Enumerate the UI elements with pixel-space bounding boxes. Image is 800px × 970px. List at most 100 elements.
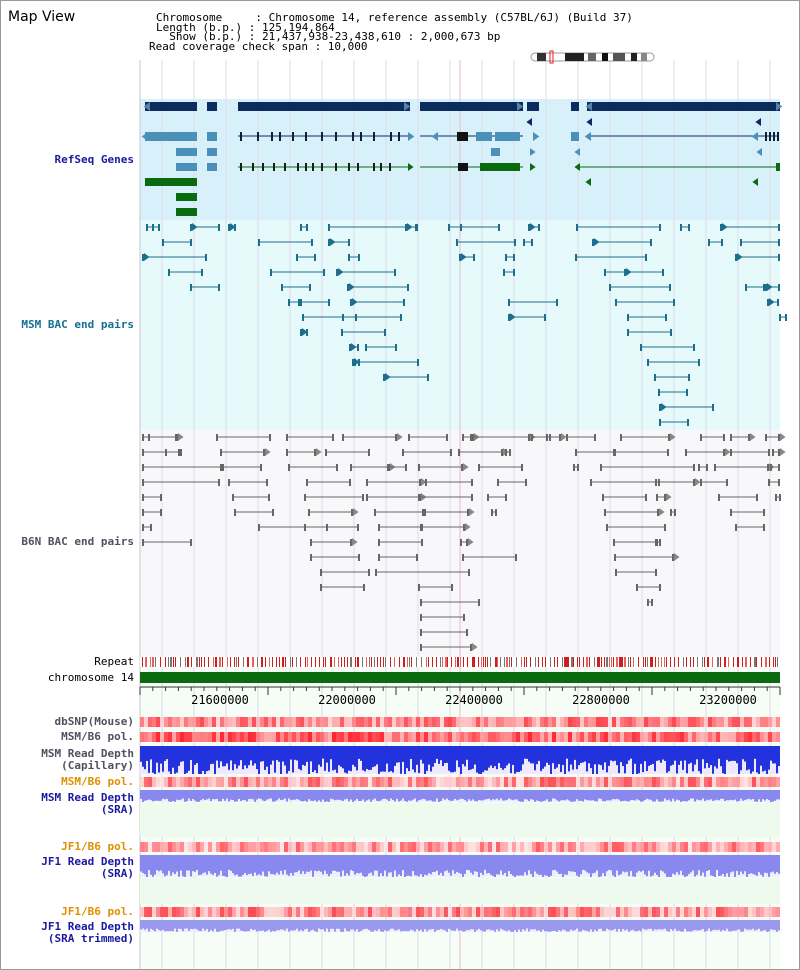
bac-end-right [358,254,360,261]
b6n-bac-track[interactable] [142,433,786,651]
msm-b6-pol-2-heat-cell [272,777,276,787]
msm-b6-pol-heat-cell [584,732,588,742]
msm-sra-depth-bar [584,790,586,800]
jf1-trimmed-depth-bar [342,920,344,932]
msm-capillary-depth-bar [140,746,142,762]
msm-capillary-depth-bar [714,746,716,767]
track-label-msm-read-depth-capillary[interactable]: MSM Read Depth [41,747,134,760]
msm-sra-depth-bar [734,790,736,800]
msm-sra-depth-bar [680,790,682,802]
jf1-trimmed-depth-bar [526,920,528,929]
track-label-jf1-b6-pol-1[interactable]: JF1/B6 pol. [61,840,134,853]
msm-capillary-depth-bar [748,746,750,770]
bac-end-right [723,449,725,456]
msm-capillary-depth-bar [622,746,624,767]
track-label-refseq-genes[interactable]: RefSeq Genes [54,153,134,166]
jf1-b6-pol-2-heat-cell [376,907,380,917]
track-label-repeat[interactable]: Repeat [94,655,134,668]
msm-sra-depth-bar [474,790,476,802]
jf1-sra-depth-bar [494,855,496,877]
msm-sra-depth-bar [646,790,648,799]
position-axis: 21600000 22000000 22400000 22800000 23200000 [139,686,781,707]
gene-direction-arrow [517,102,524,111]
bac-end-left [347,284,349,291]
bac-end-right [768,449,770,456]
polymorphism-heat-tracks[interactable] [140,717,780,917]
msm-sra-depth-bar [366,790,368,801]
jf1-sra-depth-bar [590,855,592,877]
bac-end-right [657,509,659,516]
msm-capillary-depth-bar [418,746,420,774]
dbsnp-heat-cell [204,717,208,727]
refseq-genes-track[interactable] [141,102,783,216]
bac-end-left [575,449,577,456]
track-label-msm-bac[interactable]: MSM BAC end pairs [21,318,134,331]
jf1-trimmed-depth-bar [472,920,474,930]
msm-b6-pol-2-heat-cell [712,777,716,787]
refseq-gene-dark [238,102,410,111]
repeat-element [407,657,408,667]
jf1-trimmed-depth-bar [302,920,304,932]
track-label-jf1-read-depth-sra[interactable]: JF1 Read Depth [41,855,134,868]
jf1-b6-pol-heat-cell [504,842,508,852]
msm-capillary-depth-bar [704,746,706,769]
repeat-element [222,657,223,667]
jf1-b6-pol-heat-cell [224,842,228,852]
jf1-sra-depth-bar [270,855,272,875]
jf1-b6-pol-2-heat-cell [564,907,568,917]
msm-capillary-depth-bar [678,746,680,765]
msm-capillary-depth-bar [394,746,396,766]
bac-end-left [302,314,304,321]
jf1-b6-pol-heat-cell [180,842,184,852]
msm-capillary-depth-bar [364,746,366,772]
jf1-sra-depth-bar [238,855,240,877]
dbsnp-heat-cell [248,717,252,727]
repeat-element [341,657,342,667]
jf1-trimmed-depth-bar [536,920,538,931]
dbsnp-heat-cell [504,717,508,727]
bac-end-right [778,224,780,231]
jf1-sra-depth-bar [326,855,328,875]
msm-sra-depth-bar [184,790,186,802]
msm-sra-depth-bar [374,790,376,799]
bac-end-right [218,224,220,231]
track-label-msm-read-depth-sra[interactable]: MSM Read Depth [41,791,134,804]
track-label-msm-b6-pol-2[interactable]: MSM/B6 pol. [61,775,134,788]
track-label-jf1-read-depth-trimmed[interactable]: JF1 Read Depth [41,920,134,933]
bac-end-right [667,449,669,456]
jf1-b6-pol-2-heat-cell [440,907,444,917]
track-label-b6n-bac[interactable]: B6N BAC end pairs [21,535,134,548]
refseq-gene-light [207,132,217,141]
jf1-b6-pol-2-heat-cell [196,907,200,917]
msm-capillary-depth-bar [428,746,430,765]
msm-bac-arrow [192,223,198,231]
track-label-dbsnp[interactable]: dbSNP(Mouse) [54,715,134,728]
repeat-element [390,657,391,667]
read-depth-tracks[interactable] [140,746,780,932]
msm-sra-depth-bar [346,790,348,799]
bac-end-right [417,359,419,366]
repeat-element [409,657,410,667]
msm-capillary-depth-bar [408,746,410,772]
repeat-element [155,657,156,667]
msm-b6-pol-heat-cell [252,732,256,742]
jf1-trimmed-depth-bar [208,920,210,932]
dbsnp-heat-cell [652,717,656,727]
jf1-trimmed-depth-bar [632,920,634,930]
jf1-trimmed-depth-bar [482,920,484,932]
repeat-track[interactable] [140,657,780,667]
msm-bac-track[interactable] [142,223,787,426]
msm-b6-pol-heat-cell [428,732,432,742]
msm-b6-pol-2-heat-cell [152,777,156,787]
track-label-msm-b6-pol-1[interactable]: MSM/B6 pol. [61,730,134,743]
track-label-jf1-b6-pol-2[interactable]: JF1/B6 pol. [61,905,134,918]
jf1-sra-depth-bar [718,855,720,876]
gene-direction-arrow [574,163,580,171]
jf1-sra-depth-bar [410,855,412,877]
repeat-element [234,657,235,667]
msm-b6-pol-2-heat-cell [472,777,476,787]
msm-sra-depth-bar [714,790,716,801]
repeat-element [506,657,508,667]
msm-b6-pol-2-heat-cell [224,777,228,787]
